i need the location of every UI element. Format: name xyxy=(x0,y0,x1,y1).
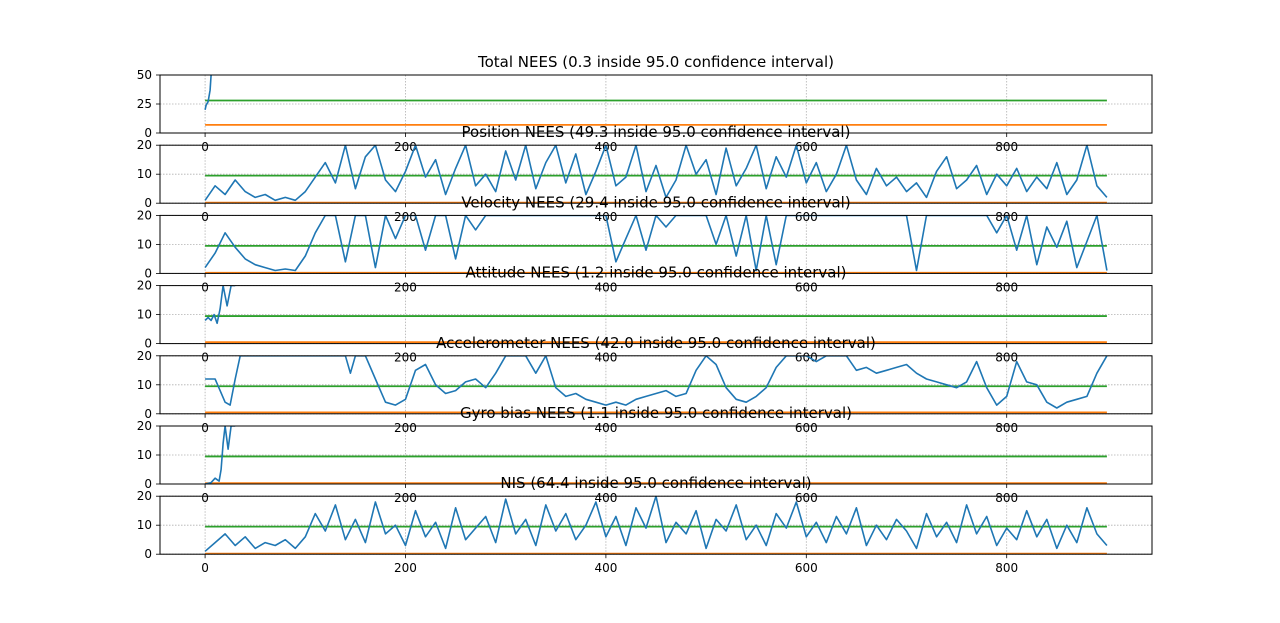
subplot-title: Accelerometer NEES (42.0 inside 95.0 con… xyxy=(436,334,876,352)
subplot-title: Gyro bias NEES (1.1 inside 95.0 confiden… xyxy=(460,404,852,422)
y-tick-label: 0 xyxy=(144,337,152,351)
x-tick-label: 0 xyxy=(201,491,209,505)
x-tick-label: 800 xyxy=(995,280,1018,294)
x-tick-label: 200 xyxy=(394,140,417,154)
y-tick-label: 0 xyxy=(144,126,152,140)
y-tick-label: 10 xyxy=(137,378,152,392)
x-tick-label: 800 xyxy=(995,561,1018,575)
y-tick-label: 10 xyxy=(137,518,152,532)
y-tick-label: 0 xyxy=(144,196,152,210)
y-tick-label: 20 xyxy=(137,419,152,433)
x-tick-label: 200 xyxy=(394,280,417,294)
x-tick-label: 0 xyxy=(201,140,209,154)
x-tick-label: 600 xyxy=(795,280,818,294)
y-tick-label: 10 xyxy=(137,237,152,251)
subplot-title: Attitude NEES (1.2 inside 95.0 confidenc… xyxy=(465,264,846,282)
x-tick-label: 200 xyxy=(394,561,417,575)
x-tick-label: 0 xyxy=(201,280,209,294)
nees-series-line xyxy=(204,215,1108,272)
nees-series-line xyxy=(204,145,1108,202)
y-tick-label: 20 xyxy=(137,138,152,152)
nees-series-line xyxy=(205,355,1108,409)
x-tick-label: 0 xyxy=(201,561,209,575)
y-tick-label: 25 xyxy=(137,97,152,111)
x-tick-label: 600 xyxy=(795,210,818,224)
x-tick-label: 600 xyxy=(795,351,818,365)
y-tick-label: 50 xyxy=(137,68,152,82)
x-tick-label: 800 xyxy=(995,491,1018,505)
x-tick-label: 400 xyxy=(594,351,617,365)
y-tick-label: 0 xyxy=(144,266,152,280)
x-tick-label: 800 xyxy=(995,421,1018,435)
x-tick-label: 400 xyxy=(594,561,617,575)
x-tick-label: 600 xyxy=(795,491,818,505)
x-tick-label: 200 xyxy=(394,351,417,365)
subplot-title: Position NEES (49.3 inside 95.0 confiden… xyxy=(462,123,851,141)
y-tick-label: 20 xyxy=(137,208,152,222)
x-tick-label: 200 xyxy=(394,491,417,505)
x-tick-label: 0 xyxy=(201,351,209,365)
y-tick-label: 20 xyxy=(137,349,152,363)
x-tick-label: 400 xyxy=(594,280,617,294)
y-tick-label: 10 xyxy=(137,308,152,322)
subplot-title: Total NEES (0.3 inside 95.0 confidence i… xyxy=(477,53,834,71)
x-tick-label: 800 xyxy=(995,140,1018,154)
x-tick-label: 600 xyxy=(795,561,818,575)
nees-series-line xyxy=(204,496,1108,552)
subplot-title: NIS (64.4 inside 95.0 confidence interva… xyxy=(500,474,811,492)
y-tick-label: 0 xyxy=(144,547,152,561)
y-tick-label: 10 xyxy=(137,448,152,462)
nees-series-line xyxy=(204,426,236,484)
subplot-title: Velocity NEES (29.4 inside 95.0 confiden… xyxy=(461,193,850,211)
y-tick-label: 0 xyxy=(144,407,152,421)
nees-series-line xyxy=(204,285,236,325)
y-tick-label: 20 xyxy=(137,489,152,503)
x-tick-label: 200 xyxy=(394,421,417,435)
x-tick-label: 400 xyxy=(594,491,617,505)
y-tick-label: 10 xyxy=(137,167,152,181)
x-tick-label: 800 xyxy=(995,351,1018,365)
x-tick-label: 0 xyxy=(201,421,209,435)
nees-series-line xyxy=(204,75,212,110)
x-tick-label: 0 xyxy=(201,210,209,224)
y-tick-label: 0 xyxy=(144,477,152,491)
y-tick-label: 20 xyxy=(137,279,152,293)
x-tick-label: 600 xyxy=(795,421,818,435)
x-tick-label: 400 xyxy=(594,421,617,435)
x-tick-label: 600 xyxy=(795,140,818,154)
